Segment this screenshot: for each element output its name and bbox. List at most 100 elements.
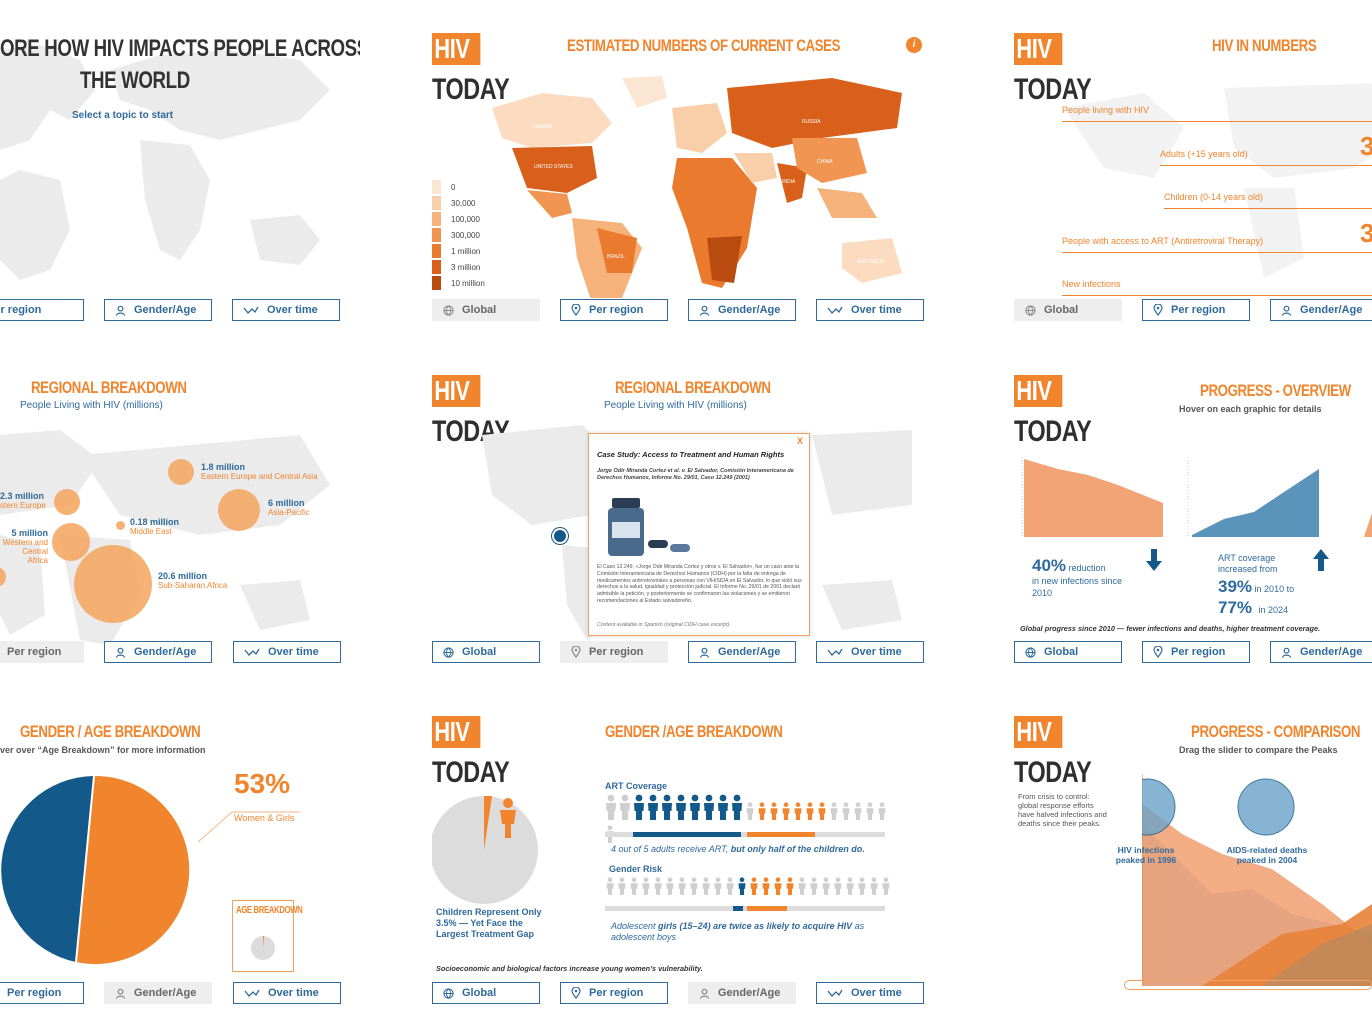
person-icon <box>690 794 700 820</box>
section-title: ESTIMATED NUMBERS OF CURRENT CASES <box>567 36 841 55</box>
tab-gender-age[interactable]: Gender/Age <box>1270 641 1372 663</box>
tab-global[interactable]: Global <box>432 982 540 1004</box>
map-canada[interactable] <box>492 93 612 148</box>
tab-label: Per region <box>0 304 42 316</box>
map-southern-africa[interactable] <box>707 236 742 283</box>
women-percent: 53% <box>234 768 291 799</box>
tab-per-region[interactable]: Per region <box>1142 641 1250 663</box>
tab-per-region[interactable]: Per region <box>560 299 668 321</box>
tab-label: Gender/Age <box>718 646 781 658</box>
hiv-logo: HIV <box>1014 375 1063 407</box>
children-pie-chart[interactable] <box>432 788 550 918</box>
stat-small: in 2010 to <box>1254 583 1295 594</box>
bubble-asia-pacific[interactable] <box>218 489 260 531</box>
tab-gender-age[interactable]: Gender/Age <box>104 299 212 321</box>
label-australia: AUSTRALIA <box>857 259 885 265</box>
bubble-western-europe[interactable] <box>54 489 80 515</box>
compare-slider[interactable] <box>1124 980 1372 990</box>
tab-gender-age[interactable]: Gender/Age <box>104 641 212 663</box>
adult-bar <box>633 832 741 837</box>
label-canada: CANADA <box>532 124 554 130</box>
map-middle-east[interactable] <box>734 153 777 183</box>
person-icon <box>714 877 722 895</box>
tab-global[interactable]: Global <box>432 641 540 663</box>
comparison-area-chart[interactable] <box>1142 774 1372 986</box>
new-infections-area-chart[interactable] <box>1018 457 1168 539</box>
bubble-west-central-africa[interactable] <box>52 523 90 561</box>
legend-label: 1 million <box>451 246 481 256</box>
pie-slice-women[interactable] <box>76 775 190 964</box>
trend-line-icon <box>244 989 260 997</box>
person-icon <box>662 794 672 820</box>
person-icon <box>882 877 890 895</box>
person-icon <box>798 877 806 895</box>
panel-explore: ORE HOW HIV IMPACTS PEOPLE ACROSS THE WO… <box>0 20 360 350</box>
tab-over-time[interactable]: Over time <box>816 641 924 663</box>
today-logo: TODAY <box>432 756 510 789</box>
tab-over-time[interactable]: Over time <box>816 299 924 321</box>
tab-global[interactable]: Global <box>432 299 540 321</box>
map-russia[interactable] <box>727 78 902 148</box>
info-icon[interactable]: i <box>906 37 922 53</box>
label-russia: RUSSIA <box>802 119 821 125</box>
person-icon <box>746 802 754 820</box>
stat-label: New infections <box>1062 279 1121 289</box>
art-coverage-label: ART Coverage <box>605 781 668 791</box>
age-breakdown-button[interactable]: AGE BREAKDOWN <box>232 900 303 972</box>
map-india[interactable] <box>777 163 807 203</box>
art-coverage-area-chart[interactable] <box>1184 457 1334 539</box>
map-greenland[interactable] <box>622 76 667 108</box>
area-chart-partial <box>1364 513 1372 537</box>
tab-gender-age[interactable]: Gender/Age <box>688 982 796 1004</box>
map-mexico[interactable] <box>527 190 572 218</box>
legend-label: 100,000 <box>451 214 480 224</box>
map-usa[interactable] <box>512 146 597 193</box>
tab-per-region[interactable]: Per region <box>0 299 84 321</box>
tab-gender-age[interactable]: Gender/Age <box>1270 299 1372 321</box>
map-australia[interactable] <box>842 238 902 283</box>
tab-per-region[interactable]: Per region <box>560 641 668 663</box>
map-brazil[interactable] <box>597 228 637 273</box>
tab-global[interactable]: Global <box>1014 299 1122 321</box>
tab-gender-age[interactable]: Gender/Age <box>688 641 796 663</box>
bubble-sub-saharan-africa[interactable] <box>74 545 152 623</box>
person-icon <box>846 877 854 895</box>
globe-icon <box>1025 304 1036 316</box>
bubble-eastern-europe[interactable] <box>168 459 194 485</box>
panel-progress-comparison: HIV TODAY PROGRESS - COMPARISON Drag the… <box>1014 716 1372 1029</box>
girls-bar <box>747 906 787 911</box>
person-icon <box>676 794 686 820</box>
tab-per-region[interactable]: Per region <box>560 982 668 1004</box>
legend-swatch <box>432 244 441 258</box>
tab-global[interactable]: Global <box>1014 641 1122 663</box>
tab-per-region[interactable]: Per region <box>0 641 84 663</box>
tab-over-time[interactable]: Over time <box>816 982 924 1004</box>
tab-over-time[interactable]: Over time <box>232 299 340 321</box>
tab-per-region[interactable]: Per region <box>1142 299 1250 321</box>
panel-regional-case-study: HIV TODAY REGIONAL BREAKDOWN People Livi… <box>432 375 932 675</box>
bubble-middle-east[interactable] <box>116 521 125 530</box>
map-europe[interactable] <box>672 103 727 153</box>
tab-label: Gender/Age <box>134 987 197 999</box>
person-icon <box>606 794 616 820</box>
pie-slice-men[interactable] <box>1 776 94 962</box>
tab-over-time[interactable]: Over time <box>233 982 341 1004</box>
location-marker-icon[interactable] <box>552 528 568 544</box>
legend-row: 3 million <box>432 260 480 274</box>
stat-label: People living with HIV <box>1062 105 1150 115</box>
map-china[interactable] <box>792 138 867 183</box>
close-icon[interactable]: X <box>796 436 803 446</box>
legend-row: 300,000 <box>432 228 480 242</box>
globe-icon <box>1025 646 1036 658</box>
tab-per-region[interactable]: Per region <box>0 982 84 1004</box>
gender-pie-chart[interactable] <box>0 774 194 974</box>
tab-gender-age[interactable]: Gender/Age <box>688 299 796 321</box>
tab-over-time[interactable]: Over time <box>233 641 341 663</box>
tab-gender-age[interactable]: Gender/Age <box>104 982 212 1004</box>
map-se-asia[interactable] <box>817 188 877 218</box>
tab-label: Per region <box>1171 646 1226 658</box>
arrow-down-icon <box>1146 549 1162 571</box>
tab-label: Global <box>1044 646 1079 658</box>
peak-marker-deaths[interactable] <box>1237 778 1295 836</box>
peak-marker-infections[interactable] <box>1142 778 1176 836</box>
